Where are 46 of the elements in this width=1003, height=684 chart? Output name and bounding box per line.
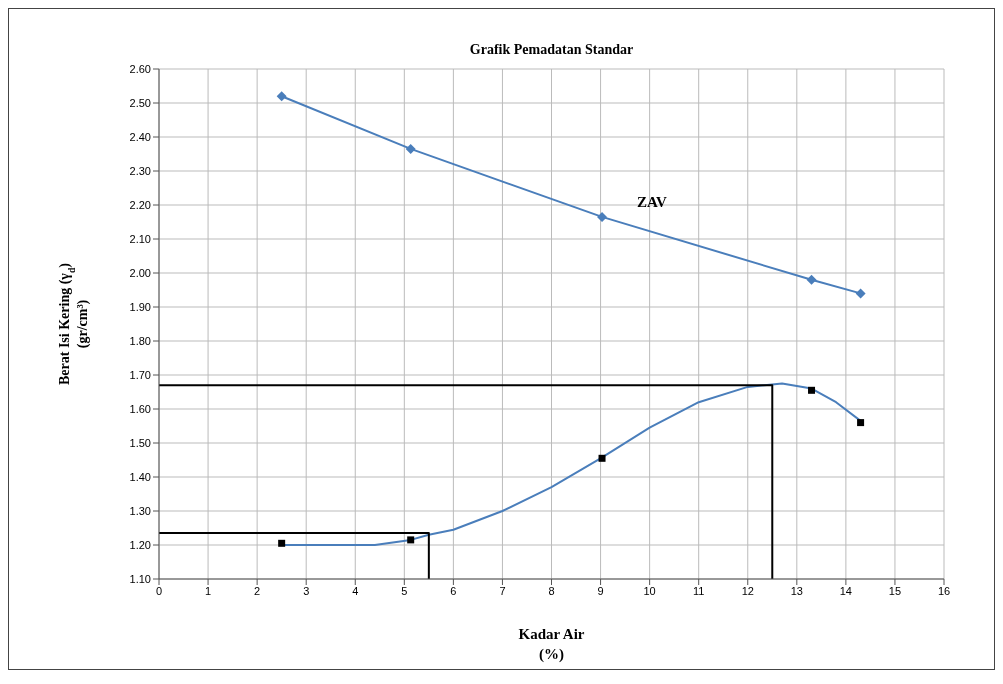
y-tick-label: 1.10 bbox=[129, 572, 151, 585]
x-tick-label: 13 bbox=[790, 584, 803, 597]
chart-title: Grafik Pemadatan Standar bbox=[469, 42, 634, 57]
x-tick-label: 2 bbox=[254, 584, 261, 597]
x-tick-label: 3 bbox=[303, 584, 310, 597]
point bbox=[598, 454, 606, 462]
y-tick-label: 2.20 bbox=[129, 198, 151, 211]
point bbox=[276, 91, 287, 102]
y-tick-label: 2.60 bbox=[129, 62, 151, 75]
x-tick-label: 6 bbox=[450, 584, 457, 597]
point bbox=[278, 539, 286, 547]
y-tick-label: 2.10 bbox=[129, 232, 151, 245]
y-tick-label: 1.90 bbox=[129, 300, 151, 313]
x-tick-label: 0 bbox=[155, 584, 163, 597]
point bbox=[857, 419, 865, 427]
x-tick-label: 10 bbox=[643, 584, 656, 597]
y-tick-label: 1.40 bbox=[129, 470, 151, 483]
x-tick-label: 15 bbox=[888, 584, 902, 597]
x-tick-label: 8 bbox=[548, 584, 555, 597]
x-tick-label: 12 bbox=[741, 584, 754, 597]
y-tick-label: 1.30 bbox=[129, 504, 151, 517]
x-tick-label: 4 bbox=[352, 584, 359, 597]
point bbox=[806, 274, 817, 285]
y-tick-label: 2.30 bbox=[129, 164, 151, 177]
y-tick-label: 1.70 bbox=[129, 368, 151, 381]
series-label: ZAV bbox=[637, 193, 667, 210]
y-tick-label: 2.40 bbox=[129, 130, 151, 143]
y-tick-label: 1.80 bbox=[129, 334, 151, 347]
x-tick-label: 14 bbox=[839, 584, 852, 597]
y-tick-label: 1.20 bbox=[129, 538, 151, 551]
point bbox=[855, 288, 866, 299]
x-tick-label: 5 bbox=[401, 584, 408, 597]
x-tick-label: 7 bbox=[499, 584, 506, 597]
point bbox=[405, 143, 416, 154]
y-tick-label: 2.00 bbox=[129, 266, 151, 279]
point bbox=[597, 211, 608, 222]
x-axis-title: Kadar Air (%) bbox=[518, 626, 585, 663]
x-tick-label: 9 bbox=[597, 584, 604, 597]
y-tick-label: 1.50 bbox=[129, 436, 151, 449]
point bbox=[808, 386, 816, 394]
y-tick-label: 1.60 bbox=[129, 402, 151, 415]
point bbox=[407, 536, 415, 544]
x-tick-label: 1 bbox=[205, 584, 212, 597]
y-tick-label: 2.50 bbox=[129, 96, 151, 109]
x-tick-label: 11 bbox=[692, 584, 705, 597]
x-tick-label: 16 bbox=[937, 584, 951, 597]
